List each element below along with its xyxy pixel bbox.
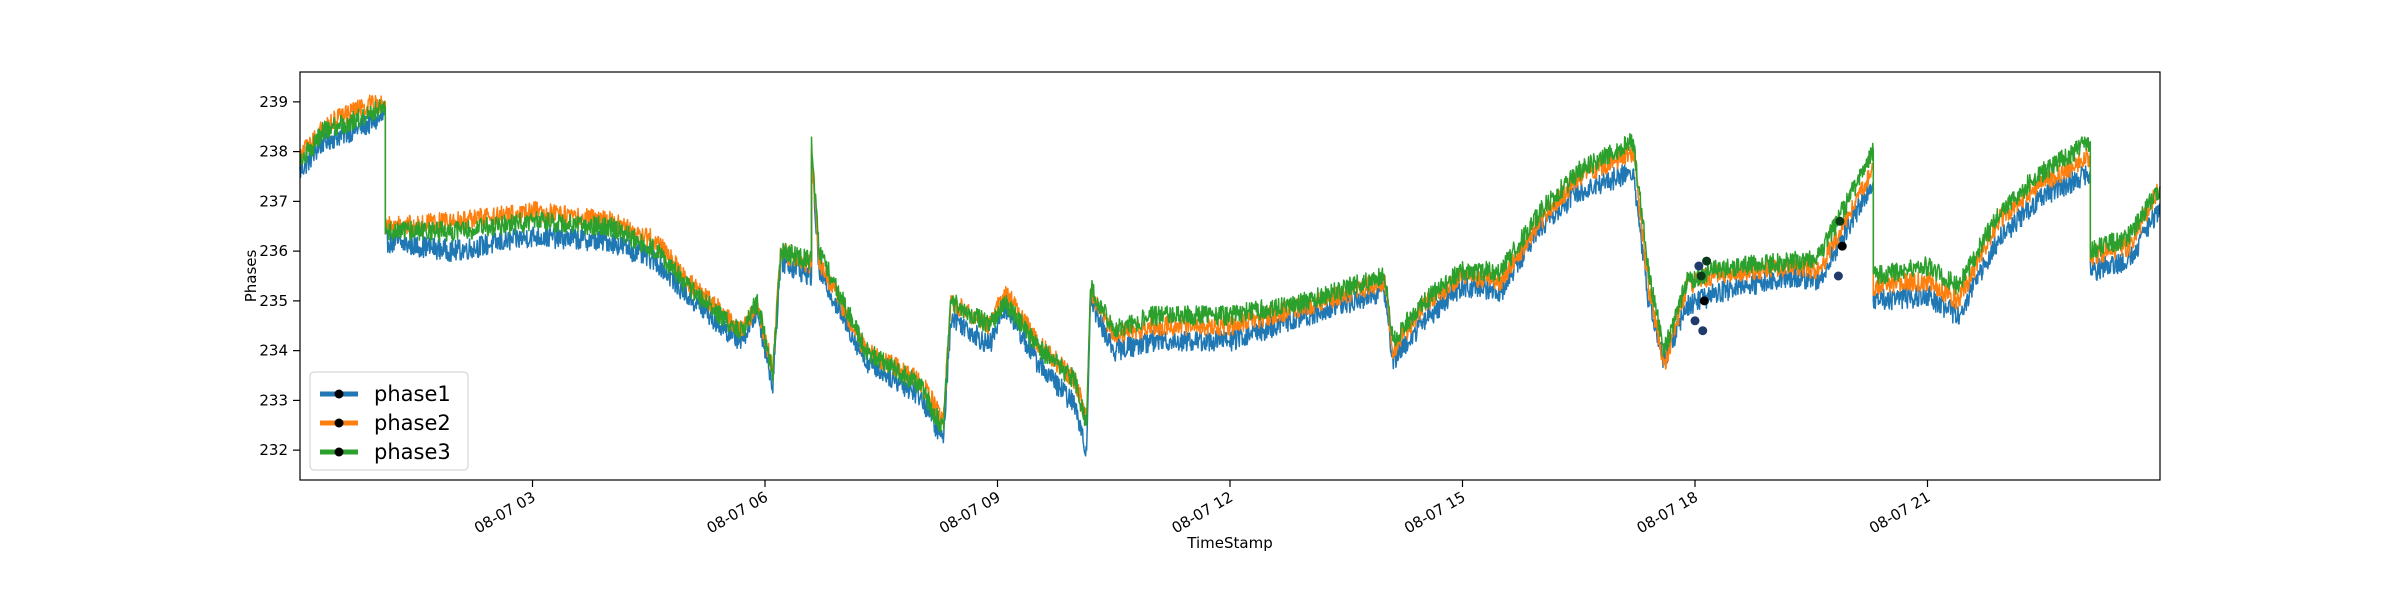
y-axis: 232 233 234 235 236 237 238 239 (259, 93, 300, 459)
legend: phase1 phase2 phase3 (309, 371, 469, 471)
y-axis-title: Phases (242, 250, 260, 303)
legend-marker-phase3 (334, 447, 344, 457)
legend-label-phase1: phase1 (374, 382, 451, 406)
series-layer (299, 94, 2161, 457)
y-tick-label: 233 (259, 391, 288, 409)
data-point-marker (1837, 241, 1847, 251)
series-line-phase1 (299, 107, 2161, 457)
y-tick-label: 237 (259, 192, 288, 210)
x-axis-title: TimeStamp (1186, 534, 1272, 552)
y-tick-label: 235 (259, 292, 288, 310)
y-tick-label: 232 (259, 441, 288, 459)
marker-layer (1690, 216, 1847, 336)
legend-label-phase3: phase3 (374, 440, 451, 464)
y-tick-label: 238 (259, 143, 288, 161)
data-point-marker (1835, 216, 1845, 226)
y-tick-label: 234 (259, 342, 288, 360)
legend-marker-phase2 (334, 418, 344, 428)
series-line-phase2 (299, 94, 2161, 426)
data-point-marker (1698, 326, 1708, 336)
legend-marker-phase1 (334, 389, 344, 399)
data-point-marker (1690, 316, 1700, 326)
data-point-marker (1833, 271, 1843, 281)
legend-label-phase2: phase2 (374, 411, 451, 435)
series-line-phase3 (299, 98, 2161, 433)
y-tick-label: 239 (259, 93, 288, 111)
data-point-marker (1694, 261, 1704, 271)
data-point-marker (1702, 256, 1712, 266)
data-point-marker (1696, 271, 1706, 281)
data-point-marker (1699, 296, 1709, 306)
y-tick-label: 236 (259, 242, 288, 260)
